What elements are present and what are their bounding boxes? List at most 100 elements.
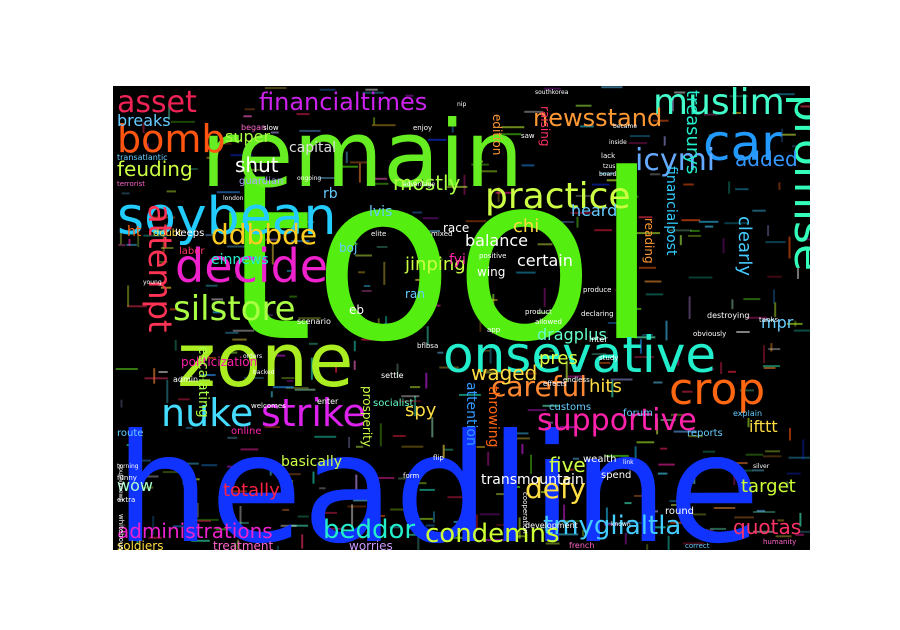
word-produce: produce xyxy=(583,286,612,294)
filler-mark xyxy=(575,194,593,197)
filler-mark xyxy=(552,239,566,241)
word-car: car xyxy=(703,114,782,172)
filler-mark xyxy=(698,220,719,223)
filler-mark xyxy=(301,534,304,549)
filler-mark xyxy=(308,342,318,345)
word-known: known xyxy=(611,521,631,528)
filler-mark xyxy=(215,528,238,531)
filler-mark xyxy=(230,154,253,157)
filler-mark xyxy=(447,185,468,188)
filler-mark xyxy=(653,381,663,384)
filler-mark xyxy=(280,524,297,527)
word-scenario: scenario xyxy=(297,317,331,326)
filler-mark xyxy=(576,216,579,228)
word-product: product xyxy=(525,308,552,316)
filler-mark xyxy=(345,151,348,164)
filler-mark xyxy=(465,220,487,223)
filler-mark xyxy=(239,506,242,526)
filler-mark xyxy=(530,454,532,474)
filler-mark xyxy=(272,386,294,389)
filler-mark xyxy=(798,530,810,533)
word-slow: slow xyxy=(263,124,279,132)
filler-mark xyxy=(248,237,262,240)
word-tmyglialtla: tmyglialtla xyxy=(543,511,681,541)
filler-mark xyxy=(205,284,218,287)
filler-mark xyxy=(318,177,342,179)
filler-mark xyxy=(196,503,199,518)
filler-mark xyxy=(451,116,454,133)
filler-mark xyxy=(139,475,159,478)
filler-mark xyxy=(591,353,607,356)
filler-mark xyxy=(527,409,547,412)
filler-mark xyxy=(788,236,791,259)
word-saw: saw xyxy=(521,132,535,140)
filler-mark xyxy=(541,491,553,494)
filler-mark xyxy=(141,459,151,462)
filler-mark xyxy=(361,290,372,292)
filler-mark xyxy=(634,446,637,468)
filler-mark xyxy=(768,348,781,351)
filler-mark xyxy=(161,247,174,249)
filler-mark xyxy=(424,230,440,233)
word-destroying: destroying xyxy=(707,311,749,320)
filler-mark xyxy=(634,494,646,497)
word-raising: raising xyxy=(538,106,552,146)
word-added: added xyxy=(735,147,798,171)
filler-mark xyxy=(720,362,723,374)
filler-mark xyxy=(663,136,666,146)
filler-mark xyxy=(353,360,356,370)
filler-mark xyxy=(297,515,309,518)
word-bomb: bomb xyxy=(117,117,226,161)
filler-mark xyxy=(405,94,414,97)
filler-mark xyxy=(777,519,784,522)
filler-mark xyxy=(174,339,177,351)
filler-mark xyxy=(366,530,375,533)
word-prosperity: prosperity xyxy=(360,386,374,447)
filler-mark xyxy=(779,133,796,136)
filler-mark xyxy=(190,478,200,481)
word-headline: headline xyxy=(115,403,760,550)
filler-mark xyxy=(800,105,810,108)
filler-mark xyxy=(626,195,639,198)
filler-mark xyxy=(731,299,734,310)
filler-mark xyxy=(147,143,149,152)
filler-mark xyxy=(476,446,485,448)
filler-mark xyxy=(244,108,255,111)
filler-mark xyxy=(437,351,444,354)
filler-mark xyxy=(628,142,648,145)
filler-mark xyxy=(431,258,443,261)
filler-mark xyxy=(162,231,165,253)
filler-mark xyxy=(426,326,429,346)
filler-mark xyxy=(427,138,447,141)
word-southkorea: southkorea xyxy=(535,89,569,96)
word-newsstand: newsstand xyxy=(533,104,662,132)
filler-mark xyxy=(734,516,754,519)
filler-mark xyxy=(706,368,715,371)
word-enter: enter xyxy=(317,397,339,406)
filler-mark xyxy=(158,371,168,373)
filler-mark xyxy=(752,511,776,513)
word-inside: inside xyxy=(609,139,627,146)
word-lvis: lvis xyxy=(369,204,392,220)
filler-mark xyxy=(131,486,154,489)
filler-mark xyxy=(417,533,420,550)
filler-mark xyxy=(158,261,168,263)
filler-mark xyxy=(713,507,736,509)
filler-mark xyxy=(282,508,290,511)
filler-mark xyxy=(334,293,344,296)
filler-mark xyxy=(459,393,481,396)
filler-mark xyxy=(217,142,232,145)
word-crop: crop xyxy=(669,364,765,415)
filler-mark xyxy=(756,509,766,512)
filler-mark xyxy=(383,323,399,326)
filler-mark xyxy=(781,128,783,143)
filler-mark xyxy=(482,349,490,352)
word-certain: certain xyxy=(517,251,573,270)
word-began: began xyxy=(241,123,266,132)
filler-mark xyxy=(482,371,503,374)
filler-mark xyxy=(401,445,424,448)
filler-mark xyxy=(732,112,742,114)
filler-mark xyxy=(291,240,310,243)
filler-mark xyxy=(127,305,147,308)
filler-mark xyxy=(521,164,535,167)
